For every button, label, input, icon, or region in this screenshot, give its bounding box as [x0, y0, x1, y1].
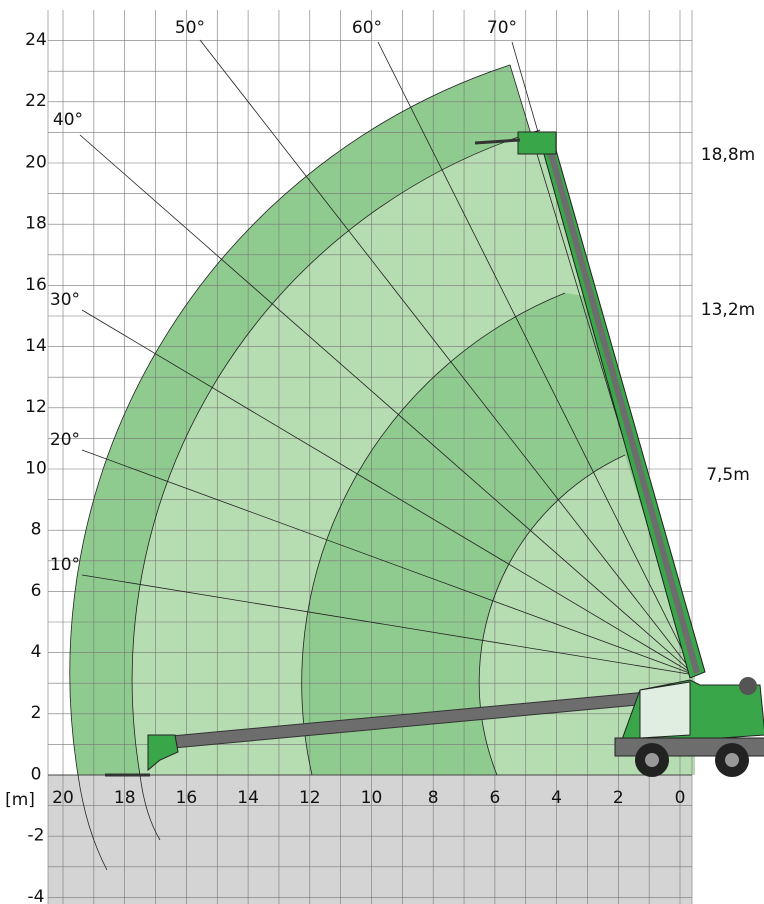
x-axis-label: 18: [114, 788, 136, 808]
angle-ray: [81, 574, 696, 676]
x-axis-label: 4: [551, 788, 562, 808]
y-axis-label: 8: [31, 520, 42, 540]
y-axis-label: 20: [25, 152, 47, 172]
x-axis-label: 10: [361, 788, 383, 808]
fork: [474, 138, 521, 145]
unit-label: [m]: [5, 790, 35, 810]
angle-ray: [79, 134, 696, 676]
y-axis-label: 10: [25, 458, 47, 478]
arc: [131, 129, 541, 776]
hub: [725, 753, 739, 767]
winch: [739, 677, 757, 695]
x-axis-label: 0: [675, 788, 686, 808]
boom-head: [147, 734, 179, 772]
x-axis-label: 6: [489, 788, 500, 808]
hub: [645, 753, 659, 767]
cab: [639, 681, 691, 739]
angle-ray: [377, 41, 696, 676]
x-axis-label: 20: [52, 788, 74, 808]
boom-tip: [517, 131, 557, 155]
y-axis-label: 0: [31, 764, 42, 784]
angle-ray: [81, 449, 696, 676]
y-axis-label: 12: [25, 397, 47, 417]
angle-ray: [81, 309, 696, 676]
angle-label: 30°: [50, 290, 80, 310]
y-axis-label: 2: [31, 703, 42, 723]
reach-arc: [139, 774, 161, 841]
arc: [301, 292, 566, 776]
machine: [105, 131, 764, 777]
x-axis-label: 14: [237, 788, 259, 808]
x-axis-label: 12: [299, 788, 321, 808]
outer-arc: [69, 64, 696, 776]
x-axis-label: 2: [613, 788, 624, 808]
height-label: 18,8m: [701, 145, 755, 165]
y-axis-label: 16: [25, 275, 47, 295]
x-axis-label: 8: [428, 788, 439, 808]
height-label: 7,5m: [706, 465, 750, 485]
arc: [478, 454, 626, 776]
y-axis-label: 22: [25, 91, 47, 111]
y-axis-label: 24: [25, 30, 47, 50]
angle-ray: [199, 39, 696, 676]
height-label: 13,2m: [701, 300, 755, 320]
angle-label: 70°: [487, 18, 517, 38]
angle-label: 20°: [50, 430, 80, 450]
y-axis-label: -4: [28, 887, 45, 904]
boom-inner: [544, 138, 700, 674]
y-axis-label: 4: [31, 642, 42, 662]
angle-label: 60°: [352, 18, 382, 38]
angle-label: 50°: [175, 18, 205, 38]
y-axis-label: 18: [25, 214, 47, 234]
y-axis-label: 14: [25, 336, 47, 356]
angle-label: 40°: [53, 110, 83, 130]
y-axis-label: 6: [31, 581, 42, 601]
y-axis-label: -2: [28, 826, 45, 846]
grid: [47, 10, 693, 904]
reach-arc: [77, 774, 108, 871]
x-axis-label: 16: [176, 788, 198, 808]
angle-label: 10°: [50, 555, 80, 575]
